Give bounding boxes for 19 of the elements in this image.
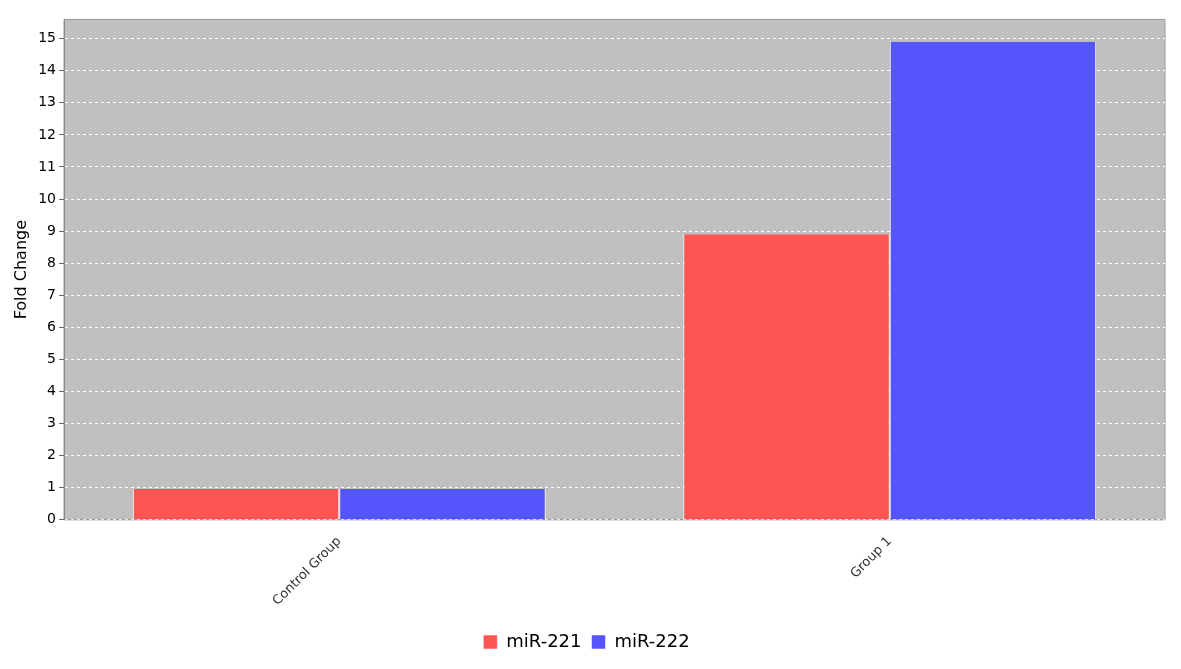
y-tick-label: 0: [47, 510, 57, 527]
legend-label: miR-222: [614, 629, 690, 651]
y-tick-label: 8: [47, 253, 57, 270]
y-tick-label: 15: [38, 29, 57, 46]
y-axis-title: Fold Change: [10, 219, 30, 320]
y-tick-label: 13: [38, 93, 57, 110]
y-tick-label: 9: [47, 221, 57, 238]
y-tick-label: 12: [38, 125, 57, 142]
y-tick-label: 7: [47, 285, 57, 302]
y-tick-label: 5: [47, 350, 57, 367]
y-tick-label: 2: [47, 446, 57, 463]
y-tick-label: 6: [47, 318, 57, 334]
y-tick-label: 4: [47, 382, 57, 399]
y-tick-label: 3: [47, 414, 57, 431]
y-tick-label: 10: [38, 189, 57, 206]
y-tick-label: 1: [47, 478, 57, 495]
y-tick-label: 11: [38, 157, 57, 174]
y-tick-label: 14: [38, 61, 57, 78]
legend-label: miR-221: [506, 629, 582, 651]
